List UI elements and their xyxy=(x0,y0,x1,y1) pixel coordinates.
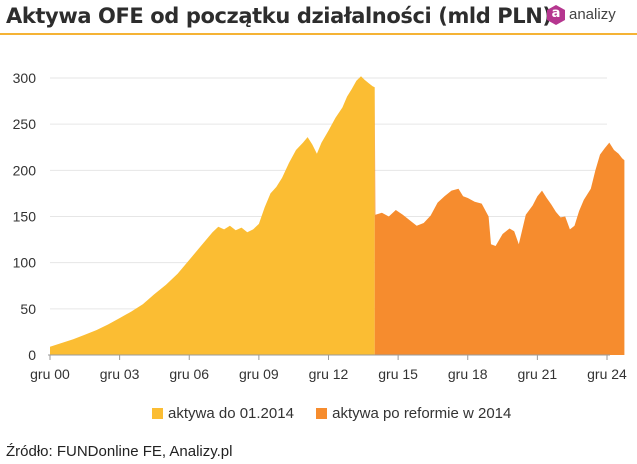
y-tick-label-300: 300 xyxy=(13,70,37,86)
x-tick-label-2024: gru 24 xyxy=(587,366,627,382)
chart-title: Aktywa OFE od początku działalności (mld… xyxy=(6,4,552,28)
x-tick-label-2018: gru 18 xyxy=(448,366,488,382)
assets-area-chart: 0 50 100 150 200 250 300 gru 00 gru 03 gru 06 gru … xyxy=(13,70,627,382)
legend-item-post-reform: aktywa po reformie w 2014 xyxy=(316,405,511,422)
legend-item-pre-reform: aktywa do 01.2014 xyxy=(152,405,294,422)
x-tick-label-2021: gru 21 xyxy=(518,366,558,382)
y-tick-label-200: 200 xyxy=(13,162,37,178)
area-series-2 xyxy=(374,87,625,355)
y-tick-label-50: 50 xyxy=(20,301,36,317)
x-tick-label-2015: gru 15 xyxy=(378,366,418,382)
x-tick-label-2006: gru 06 xyxy=(169,366,209,382)
title-underline xyxy=(0,33,637,35)
logo-text: analizy xyxy=(569,6,616,23)
y-tick-label-150: 150 xyxy=(13,209,37,225)
x-tick-label-2009: gru 09 xyxy=(239,366,279,382)
analizy-hexagon-icon: a xyxy=(547,5,565,25)
analizy-logo: a analizy xyxy=(547,4,635,28)
area-series-1 xyxy=(50,76,375,355)
legend-swatch-yellow xyxy=(152,408,163,419)
x-tick-label-2000: gru 00 xyxy=(30,366,70,382)
chart-legend: aktywa do 01.2014 aktywa po reformie w 2… xyxy=(152,405,529,425)
legend-swatch-orange xyxy=(316,408,328,419)
y-tick-label-100: 100 xyxy=(13,255,37,271)
y-tick-label-0: 0 xyxy=(28,347,36,363)
x-tick-label-2012: gru 12 xyxy=(309,366,349,382)
source-note: Źródło: FUNDonline FE, Analizy.pl xyxy=(6,443,233,460)
y-tick-label-250: 250 xyxy=(13,116,37,132)
x-tick-label-2003: gru 03 xyxy=(100,366,140,382)
